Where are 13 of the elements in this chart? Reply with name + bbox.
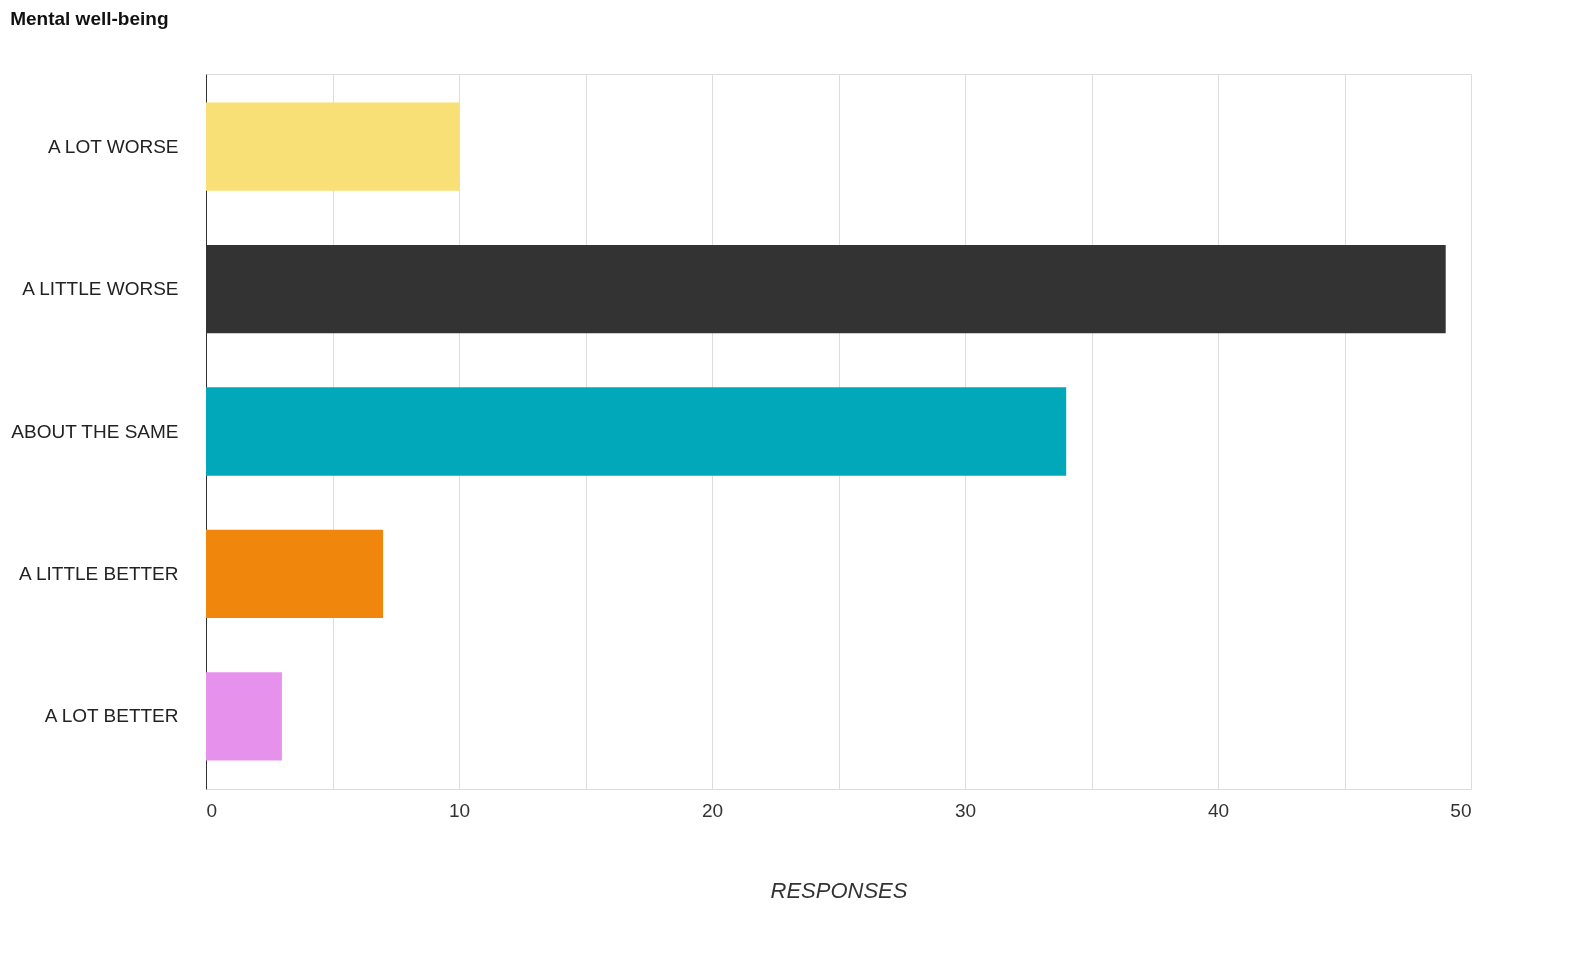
- x-tick-label: 0: [206, 799, 218, 821]
- y-tick-label: A LOT BETTER: [44, 705, 179, 727]
- x-tick-label: 30: [954, 799, 977, 821]
- chart-title: Mental well-being: [10, 8, 169, 29]
- y-tick-label: A LITTLE BETTER: [19, 562, 179, 584]
- y-tick-label: A LOT WORSE: [47, 135, 179, 157]
- y-tick-label: ABOUT THE SAME: [11, 420, 179, 442]
- x-axis-title: RESPONSES: [770, 877, 908, 903]
- x-tick-label: 10: [448, 799, 471, 821]
- x-tick-label: 40: [1207, 799, 1230, 821]
- x-tick-label: 20: [701, 799, 724, 821]
- y-tick-label: A LITTLE WORSE: [22, 278, 179, 300]
- x-tick-label: 50: [1450, 799, 1472, 821]
